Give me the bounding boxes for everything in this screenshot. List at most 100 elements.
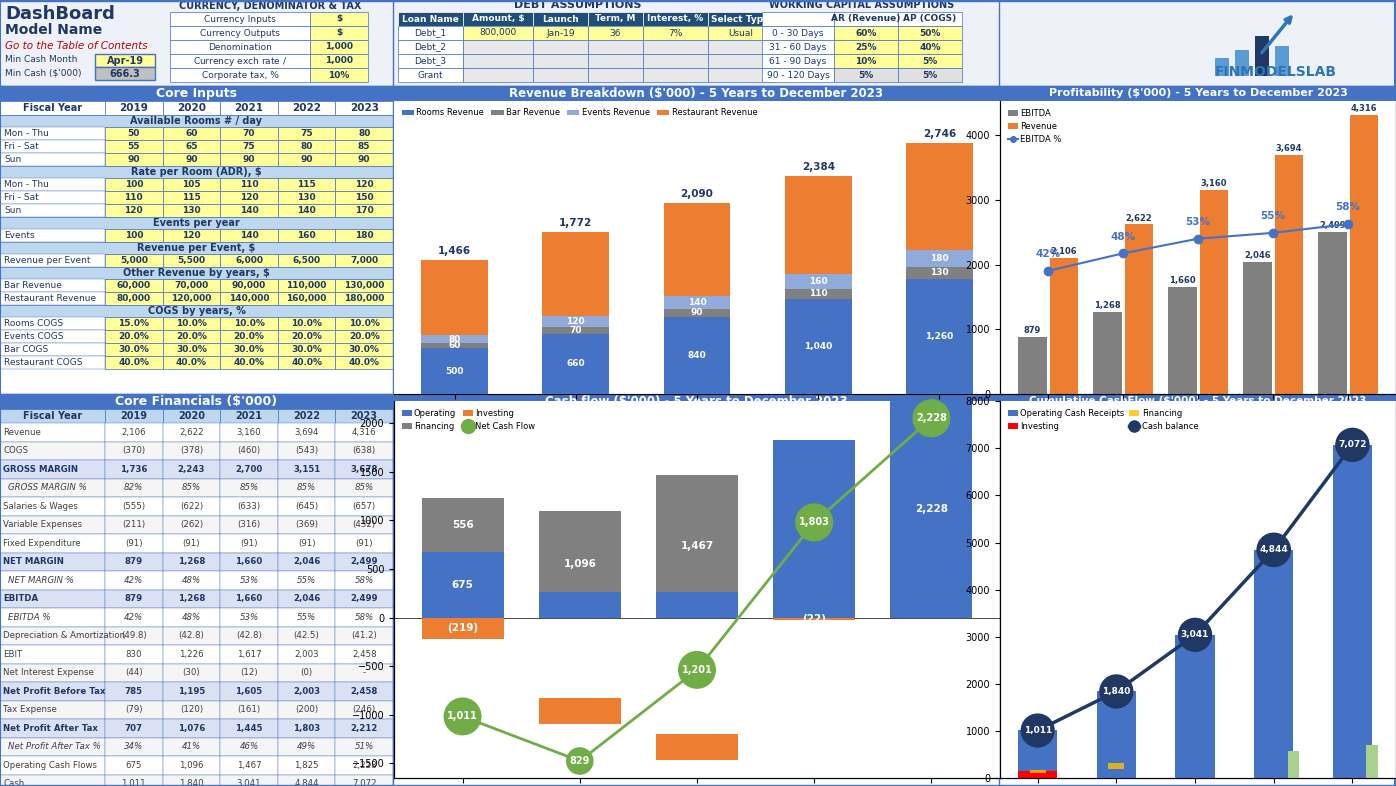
Text: 2,458: 2,458: [352, 650, 377, 659]
Text: 70: 70: [243, 129, 255, 138]
Text: 5%: 5%: [923, 57, 938, 65]
Bar: [1367, 745, 1378, 778]
Bar: [278, 279, 335, 292]
Bar: [533, 26, 588, 40]
Bar: [170, 68, 310, 82]
Text: Sun: Sun: [4, 155, 21, 164]
Bar: [278, 645, 335, 663]
Bar: [335, 442, 394, 460]
Bar: [278, 460, 335, 479]
Bar: [105, 534, 162, 553]
Text: 120: 120: [240, 193, 258, 202]
Bar: [221, 553, 278, 571]
Bar: [105, 101, 162, 115]
Bar: [543, 327, 609, 333]
Text: Debt_1: Debt_1: [415, 28, 447, 38]
Text: Core Inputs: Core Inputs: [155, 86, 236, 100]
Text: -: -: [363, 668, 366, 678]
Bar: [0, 756, 105, 774]
Text: 2,384: 2,384: [801, 162, 835, 172]
Bar: [463, 40, 533, 54]
Text: 10%: 10%: [856, 57, 877, 65]
Bar: [773, 440, 856, 618]
Text: 160,000: 160,000: [286, 294, 327, 303]
Bar: [278, 191, 335, 204]
Bar: [0, 0, 1396, 1]
Bar: [162, 101, 221, 115]
Bar: [105, 178, 162, 191]
Text: 1,466: 1,466: [438, 246, 472, 256]
Bar: [708, 26, 773, 40]
Bar: [162, 229, 221, 242]
Bar: [906, 266, 973, 278]
Text: 75: 75: [243, 142, 255, 151]
Text: 2022: 2022: [293, 411, 320, 421]
Bar: [335, 479, 394, 497]
Text: 2,212: 2,212: [350, 724, 378, 733]
Bar: [0, 153, 105, 166]
Text: (42.8): (42.8): [179, 631, 204, 641]
Bar: [335, 571, 394, 590]
Text: 1,840: 1,840: [1103, 687, 1131, 696]
Bar: [398, 26, 463, 40]
Bar: [162, 626, 221, 645]
Text: Cumulative CashFlow ($'000) - 5 Years to December 2023: Cumulative CashFlow ($'000) - 5 Years to…: [1029, 396, 1367, 406]
Bar: [221, 356, 278, 369]
Legend: Operating Cash Receipts, Investing, Financing, Cash balance: Operating Cash Receipts, Investing, Fina…: [1004, 406, 1202, 434]
Text: 1,226: 1,226: [179, 650, 204, 659]
Bar: [0, 127, 105, 140]
Text: 2019: 2019: [120, 411, 148, 421]
Bar: [310, 26, 369, 40]
Bar: [644, 26, 708, 40]
Text: Operating Cash Flows: Operating Cash Flows: [3, 761, 96, 769]
Bar: [221, 608, 278, 626]
Bar: [422, 259, 489, 336]
Text: EBITDA: EBITDA: [3, 594, 38, 603]
Text: 879: 879: [1023, 326, 1041, 336]
Net Cash Flow: [571, 756, 588, 766]
Bar: [105, 356, 162, 369]
Text: Salaries & Wages: Salaries & Wages: [3, 501, 78, 511]
Bar: [162, 204, 221, 217]
Text: 20.0%: 20.0%: [119, 332, 149, 341]
EBITDA %: [1340, 219, 1357, 229]
Bar: [278, 756, 335, 774]
Bar: [0, 292, 105, 305]
Text: 3,151: 3,151: [293, 465, 320, 474]
Text: (42.5): (42.5): [293, 631, 320, 641]
Bar: [105, 645, 162, 663]
Bar: [335, 356, 394, 369]
Text: 2,046: 2,046: [1244, 251, 1270, 260]
Text: Corporate tax, %: Corporate tax, %: [201, 71, 278, 79]
Net Cash Flow: [923, 413, 940, 423]
Bar: [0, 700, 105, 719]
Bar: [221, 140, 278, 153]
Bar: [162, 700, 221, 719]
Text: 800,000: 800,000: [479, 28, 517, 38]
Text: 42%: 42%: [124, 613, 144, 622]
Text: Interest, %: Interest, %: [648, 14, 704, 24]
Text: 1,803: 1,803: [293, 724, 320, 733]
Bar: [906, 250, 973, 266]
Text: 150: 150: [355, 193, 374, 202]
Bar: [170, 12, 310, 26]
Text: Cash flow ($'000) - 5 Years to December 2023: Cash flow ($'000) - 5 Years to December …: [544, 395, 847, 407]
Text: 1,840: 1,840: [179, 779, 204, 786]
Text: 40.0%: 40.0%: [119, 358, 149, 367]
Text: (370): (370): [123, 446, 145, 455]
Text: (555): (555): [123, 501, 145, 511]
Text: 1,011: 1,011: [1023, 726, 1051, 735]
Text: 30.0%: 30.0%: [233, 345, 264, 354]
Bar: [1287, 751, 1300, 778]
Text: Revenue: Revenue: [3, 428, 40, 437]
Text: 1,736: 1,736: [120, 465, 148, 474]
Bar: [335, 645, 394, 663]
Text: 110: 110: [124, 193, 144, 202]
Text: 7%: 7%: [669, 28, 683, 38]
Bar: [105, 737, 162, 756]
Text: 4,844: 4,844: [1259, 545, 1289, 554]
Bar: [105, 756, 162, 774]
Bar: [1318, 233, 1347, 394]
Bar: [162, 497, 221, 516]
Bar: [335, 178, 394, 191]
